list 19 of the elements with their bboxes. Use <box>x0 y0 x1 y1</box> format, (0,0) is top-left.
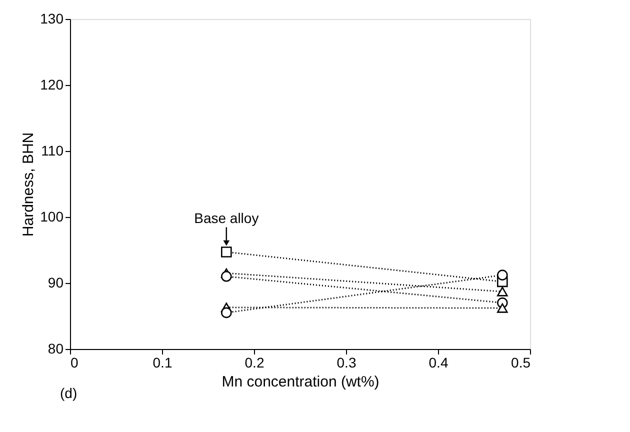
y-tick-label: 100 <box>40 208 64 224</box>
x-tick-label: 0.3 <box>336 354 356 370</box>
y-tick-label: 80 <box>48 340 64 356</box>
y-tick-label: 130 <box>40 10 64 26</box>
x-tick-label: 0 <box>70 354 78 370</box>
x-axis-title: Mn concentration (wt%) <box>222 374 380 390</box>
x-tick-label: 0.2 <box>244 354 264 370</box>
y-axis-title: Hardness, BHN <box>20 132 38 237</box>
y-tick-label: 90 <box>48 274 64 290</box>
x-tick-label: 0.4 <box>428 354 448 370</box>
x-tick-label: 0.1 <box>152 354 172 370</box>
y-tick-label: 110 <box>41 142 64 158</box>
point <box>497 270 508 280</box>
annotation: Base alloy <box>194 210 259 226</box>
y-tick-label: 120 <box>40 76 64 92</box>
point <box>221 271 232 282</box>
text: (d) <box>60 385 78 401</box>
point <box>221 246 232 258</box>
x-tick-label: 0.5 <box>511 354 531 370</box>
